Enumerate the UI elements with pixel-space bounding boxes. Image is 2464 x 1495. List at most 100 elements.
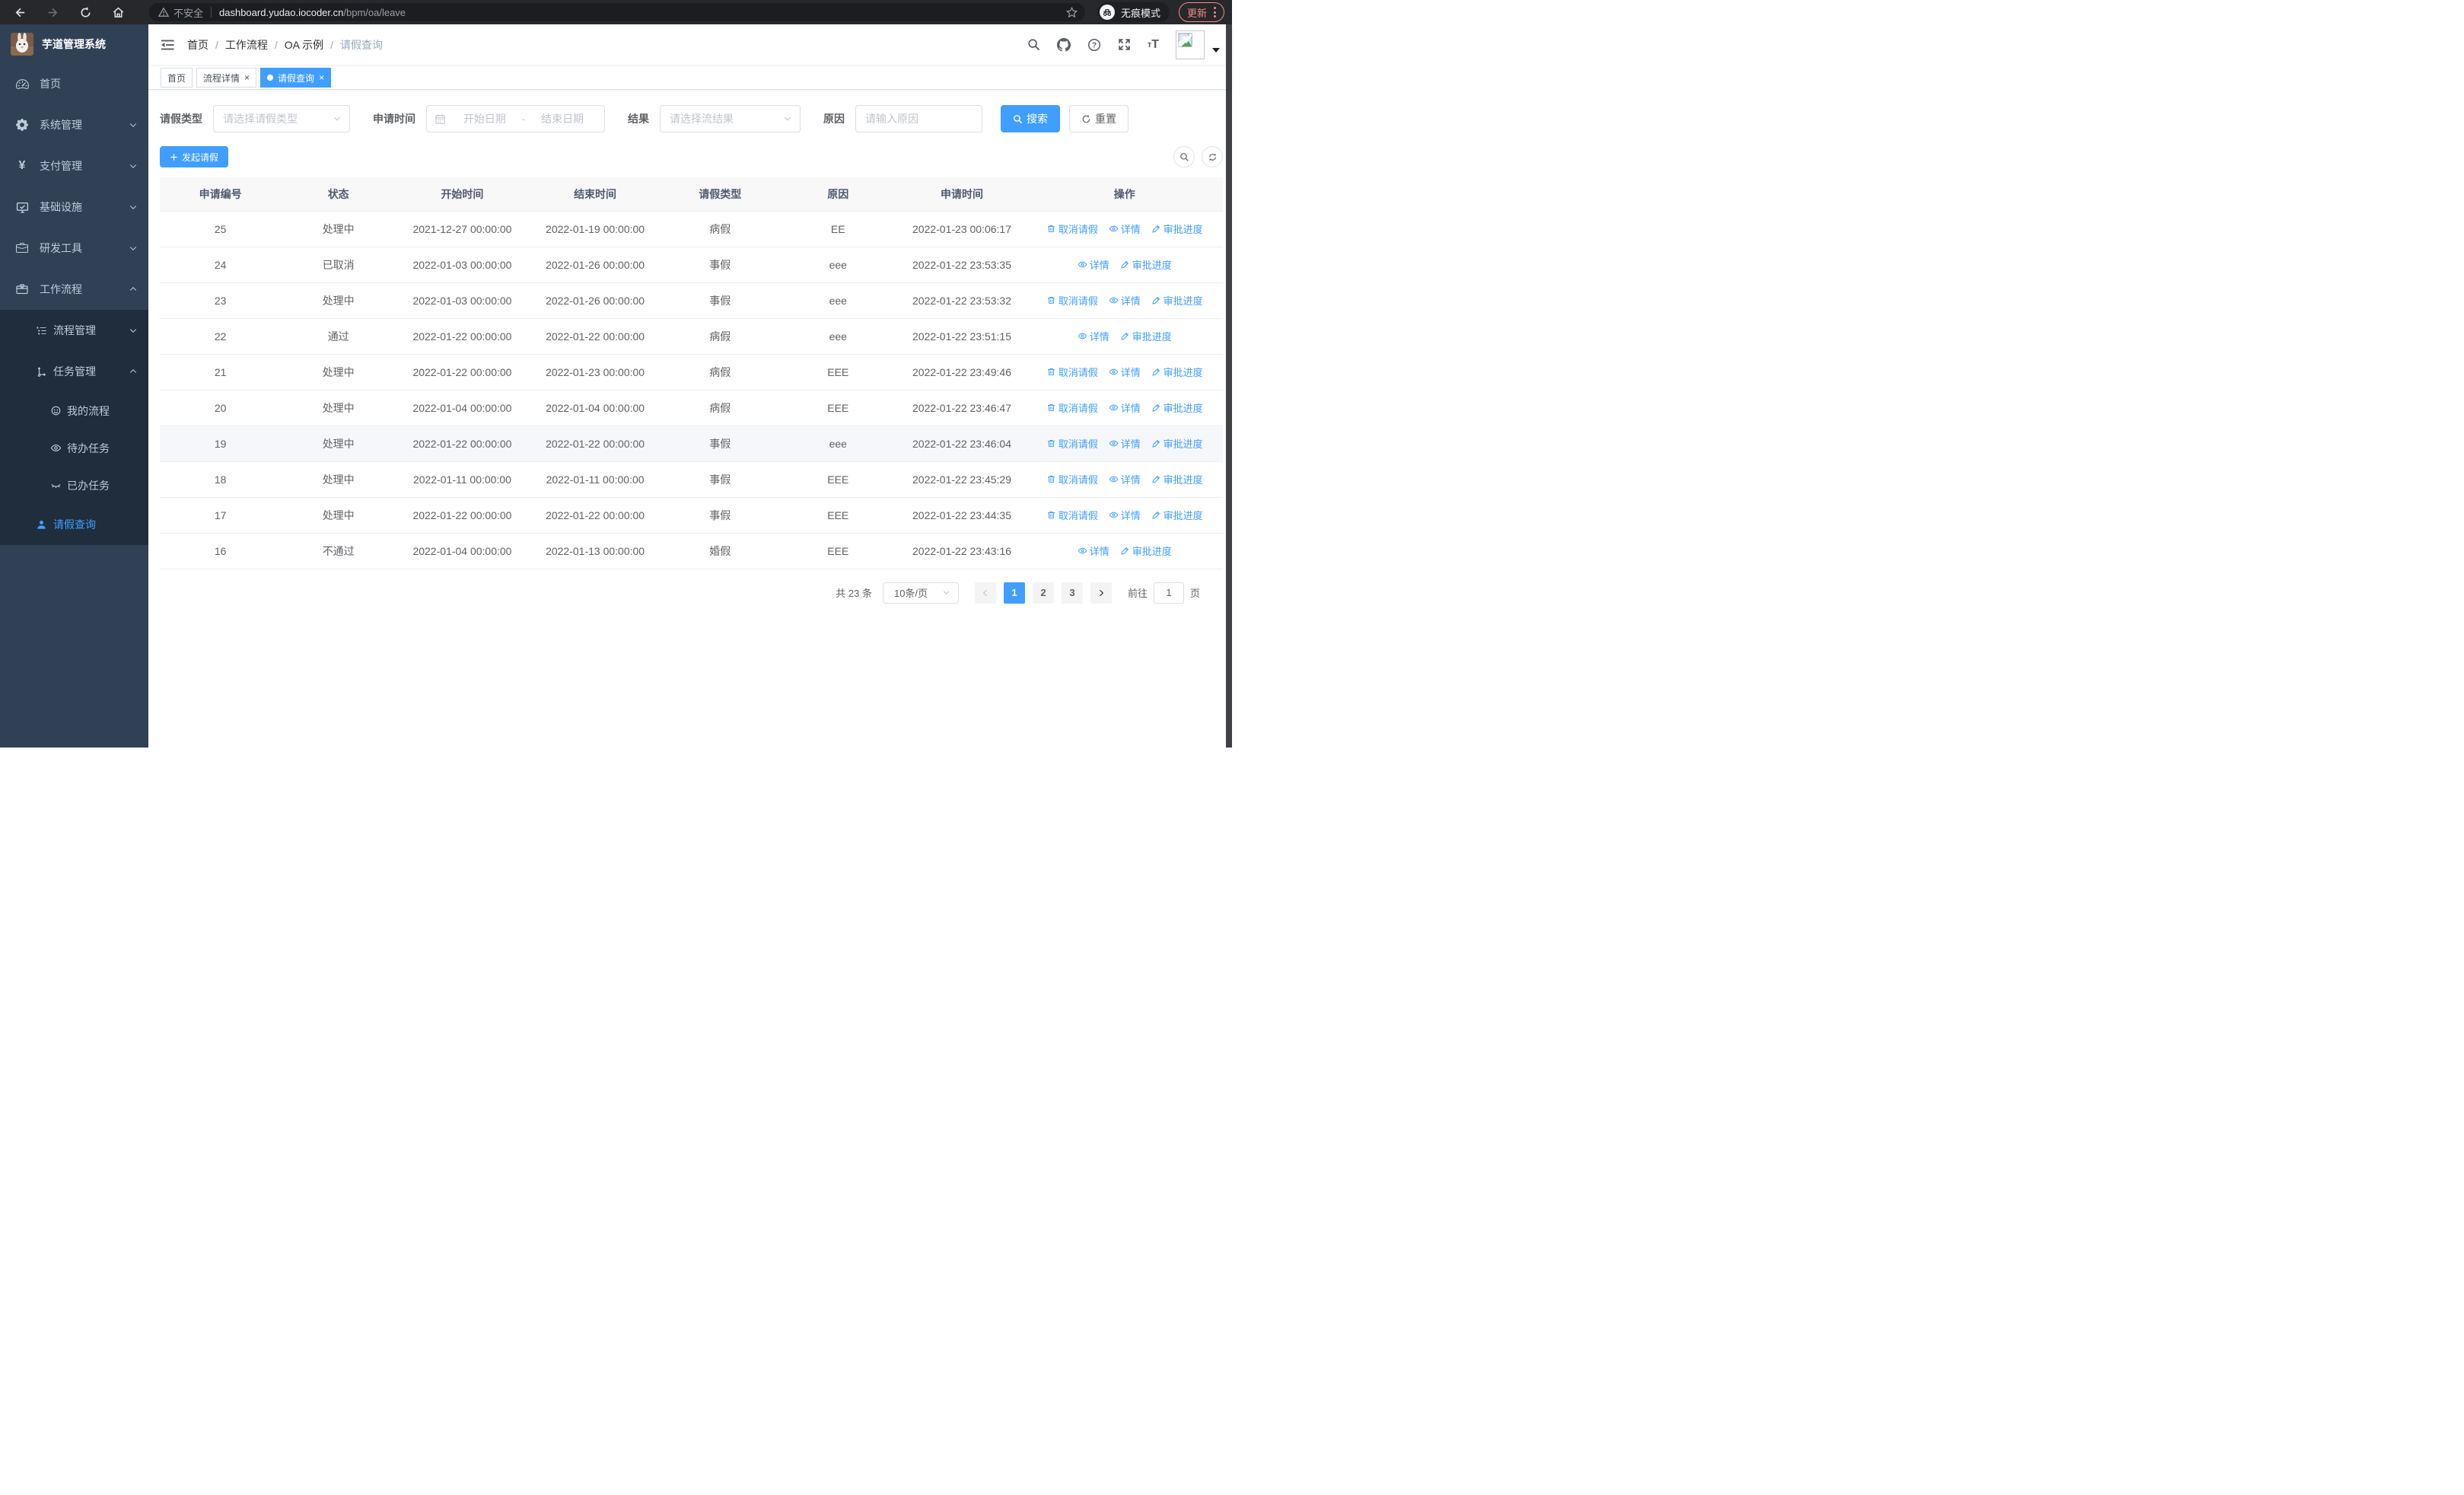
sidebar-fold-icon[interactable] <box>161 39 175 51</box>
cell-end-time: 2022-01-22 00:00:00 <box>528 318 662 355</box>
sidebar-item-my-process[interactable]: 我的流程 <box>0 392 148 429</box>
cell-reason: EEE <box>778 497 898 534</box>
browser-menu-update[interactable]: 更新 <box>1178 2 1224 22</box>
reason-input[interactable] <box>855 105 982 132</box>
sidebar-item-leave-query[interactable]: 请假查询 <box>0 504 148 545</box>
home-icon[interactable] <box>112 6 125 19</box>
detail-link[interactable]: 详情 <box>1109 222 1141 236</box>
jump-page-input[interactable] <box>1153 582 1184 604</box>
detail-link[interactable]: 详情 <box>1078 543 1109 558</box>
header-search-icon[interactable] <box>1027 38 1040 51</box>
window-scrollbar[interactable] <box>1226 24 1232 748</box>
progress-link[interactable]: 审批进度 <box>1120 329 1172 343</box>
jump-label: 前往 <box>1127 588 1148 599</box>
fullscreen-icon[interactable] <box>1118 38 1131 51</box>
detail-link[interactable]: 详情 <box>1078 329 1109 343</box>
progress-link[interactable]: 审批进度 <box>1151 293 1203 308</box>
avatar-caret-icon[interactable] <box>1212 47 1220 53</box>
page-button-3[interactable]: 3 <box>1061 582 1083 604</box>
breadcrumb-oa-example[interactable]: OA 示例 <box>284 38 324 51</box>
sidebar-item-dev-tools[interactable]: 研发工具 <box>0 228 148 269</box>
progress-link[interactable]: 审批进度 <box>1151 365 1203 379</box>
detail-link[interactable]: 详情 <box>1078 257 1109 272</box>
refresh-table-button[interactable] <box>1202 146 1223 167</box>
tab-process-detail[interactable]: 流程详情 × <box>196 68 257 88</box>
bookmark-star-icon[interactable] <box>1065 6 1078 18</box>
avatar[interactable] <box>1176 30 1205 59</box>
table-row[interactable]: 21 处理中 2022-01-22 00:00:00 2022-01-23 00… <box>160 354 1223 390</box>
cancel-leave-link[interactable]: 取消请假 <box>1046 400 1098 415</box>
progress-link[interactable]: 审批进度 <box>1120 257 1172 272</box>
table-row[interactable]: 20 处理中 2022-01-04 00:00:00 2022-01-04 00… <box>160 390 1223 426</box>
sidebar-item-workflow[interactable]: 工作流程 <box>0 269 148 310</box>
table-row[interactable]: 22 通过 2022-01-22 00:00:00 2022-01-22 00:… <box>160 318 1223 355</box>
table-row[interactable]: 18 处理中 2022-01-11 00:00:00 2022-01-11 00… <box>160 461 1223 498</box>
table-row[interactable]: 25 处理中 2021-12-27 00:00:00 2022-01-19 00… <box>160 211 1223 247</box>
cancel-leave-link[interactable]: 取消请假 <box>1046 508 1098 522</box>
back-icon[interactable] <box>14 6 27 19</box>
create-leave-button[interactable]: 发起请假 <box>160 146 229 167</box>
page-button-2[interactable]: 2 <box>1032 582 1054 604</box>
progress-link[interactable]: 审批进度 <box>1151 400 1203 415</box>
progress-link[interactable]: 审批进度 <box>1120 543 1172 558</box>
forward-icon[interactable] <box>46 6 59 19</box>
progress-link[interactable]: 审批进度 <box>1151 436 1203 451</box>
search-button[interactable]: 搜索 <box>1001 105 1060 132</box>
apply-time-range-picker[interactable]: 开始日期 - 结束日期 <box>426 105 605 132</box>
detail-link[interactable]: 详情 <box>1109 508 1141 522</box>
result-select[interactable] <box>660 105 801 132</box>
detail-link[interactable]: 详情 <box>1109 472 1141 486</box>
close-icon[interactable]: × <box>319 72 325 83</box>
progress-link[interactable]: 审批进度 <box>1151 222 1203 236</box>
cancel-leave-link[interactable]: 取消请假 <box>1046 222 1098 236</box>
sidebar-item-todo-tasks[interactable]: 待办任务 <box>0 429 148 467</box>
start-date-placeholder[interactable]: 开始日期 <box>463 113 506 125</box>
security-label[interactable]: 不安全 <box>173 7 204 19</box>
tab-home[interactable]: 首页 <box>161 68 193 88</box>
github-icon[interactable] <box>1056 37 1071 52</box>
breadcrumb-workflow[interactable]: 工作流程 <box>224 38 268 51</box>
reload-icon[interactable] <box>79 6 92 19</box>
cell-leave-type: 婚假 <box>661 533 779 569</box>
sidebar-item-task-management[interactable]: 任务管理 <box>0 351 148 392</box>
progress-link[interactable]: 审批进度 <box>1151 508 1203 522</box>
prev-page-button[interactable] <box>974 582 996 604</box>
show-search-toggle-button[interactable] <box>1173 146 1195 167</box>
reset-button[interactable]: 重置 <box>1069 105 1129 132</box>
close-icon[interactable]: × <box>244 72 250 83</box>
app-logo[interactable]: 芋道管理系统 <box>0 24 148 63</box>
table-row[interactable]: 23 处理中 2022-01-03 00:00:00 2022-01-26 00… <box>160 282 1223 319</box>
table-row[interactable]: 16 不通过 2022-01-04 00:00:00 2022-01-13 00… <box>160 533 1223 569</box>
sidebar-item-infrastructure[interactable]: 基础设施 <box>0 186 148 228</box>
tab-leave-query[interactable]: 请假查询 × <box>260 68 332 88</box>
update-label[interactable]: 更新 <box>1186 7 1207 19</box>
progress-link[interactable]: 审批进度 <box>1151 472 1203 486</box>
sidebar-item-system[interactable]: 系统管理 <box>0 104 148 145</box>
end-date-placeholder[interactable]: 结束日期 <box>541 113 584 125</box>
sidebar-item-process-management[interactable]: 流程管理 <box>0 310 148 351</box>
table-row[interactable]: 17 处理中 2022-01-22 00:00:00 2022-01-22 00… <box>160 497 1223 534</box>
cancel-leave-link[interactable]: 取消请假 <box>1046 472 1098 486</box>
detail-link[interactable]: 详情 <box>1109 293 1141 308</box>
breadcrumb-home[interactable]: 首页 <box>187 38 209 51</box>
detail-link[interactable]: 详情 <box>1109 436 1141 451</box>
sidebar-item-home[interactable]: 首页 <box>0 63 148 104</box>
browser-menu-icon[interactable] <box>1214 7 1216 18</box>
sidebar-item-done-tasks[interactable]: 已办任务 <box>0 467 148 504</box>
detail-link[interactable]: 详情 <box>1109 365 1141 379</box>
table-row[interactable]: 19 处理中 2022-01-22 00:00:00 2022-01-22 00… <box>160 426 1223 462</box>
cell-apply-time: 2022-01-22 23:51:15 <box>897 318 1027 355</box>
detail-link[interactable]: 详情 <box>1109 400 1141 415</box>
help-icon[interactable]: ? <box>1087 38 1101 52</box>
page-size-select[interactable]: 10条/页 <box>882 582 959 604</box>
table-row[interactable]: 24 已取消 2022-01-03 00:00:00 2022-01-26 00… <box>160 247 1223 283</box>
page-button-1[interactable]: 1 <box>1003 582 1025 604</box>
next-page-button[interactable] <box>1090 582 1112 604</box>
cancel-leave-link[interactable]: 取消请假 <box>1046 365 1098 379</box>
sidebar-item-payment[interactable]: ¥ 支付管理 <box>0 145 148 186</box>
cancel-leave-link[interactable]: 取消请假 <box>1046 436 1098 451</box>
url-bar[interactable]: 不安全 dashboard.yudao.iocoder.cn /bpm/oa/l… <box>149 3 1085 21</box>
leave-type-select[interactable] <box>213 105 350 132</box>
cancel-leave-link[interactable]: 取消请假 <box>1046 293 1098 308</box>
